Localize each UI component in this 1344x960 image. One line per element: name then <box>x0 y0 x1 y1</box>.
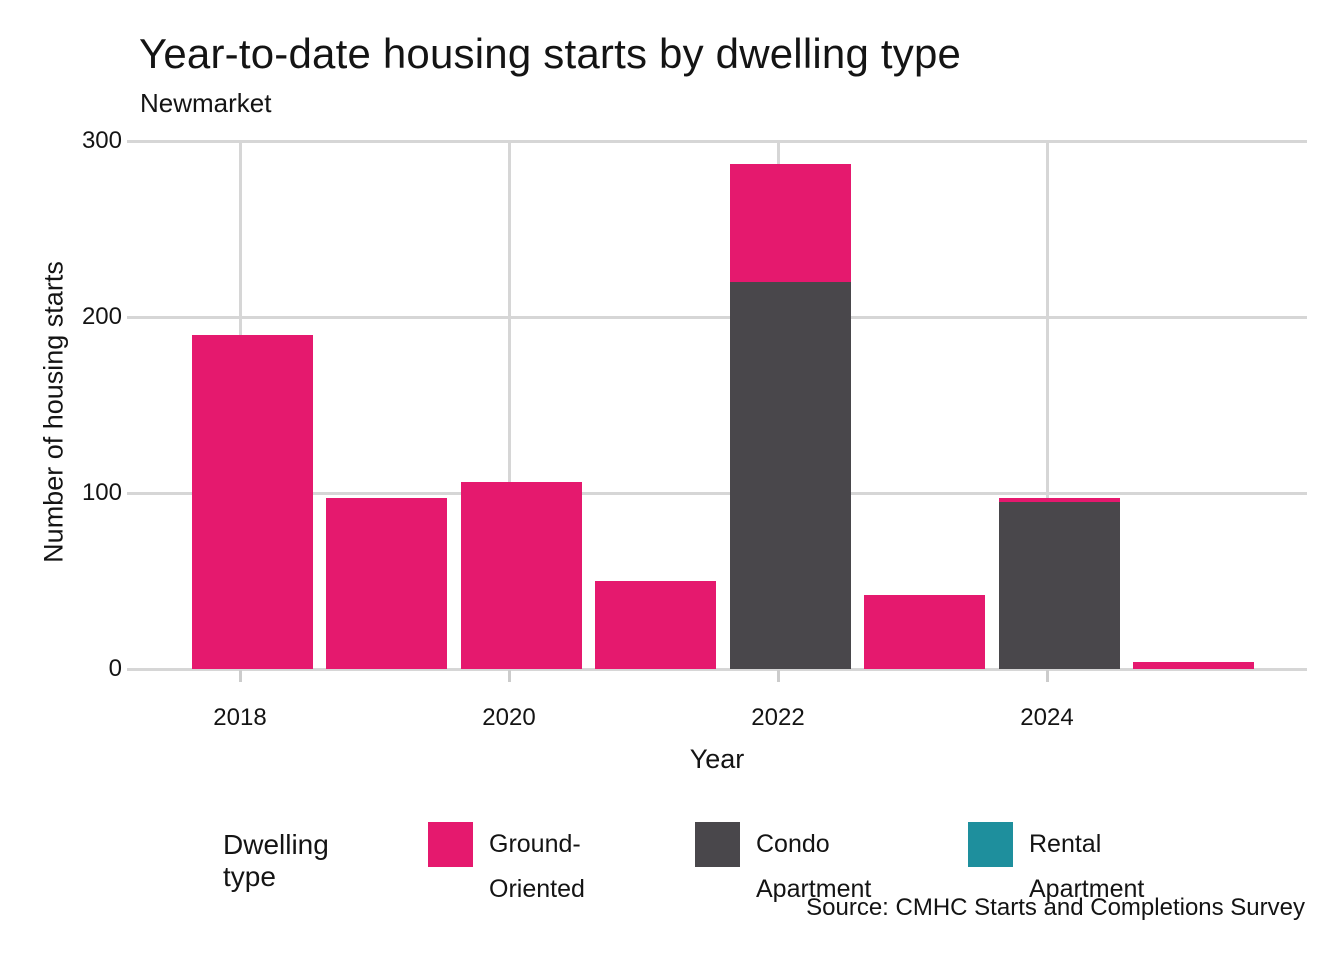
x-axis-tick-label: 2020 <box>482 704 536 731</box>
bar-2020-ground-oriented <box>460 482 582 669</box>
x-axis-tick-mark-2018 <box>238 670 242 682</box>
bar-2019-ground-oriented <box>326 498 447 669</box>
y-axis-tick-label: 300 <box>81 127 122 154</box>
chart-subtitle: Newmarket <box>140 88 272 118</box>
bar-2025-ground-oriented <box>1133 661 1254 669</box>
gridline-vertical-2020 <box>507 140 511 669</box>
legend-swatch-ground-oriented <box>428 822 473 867</box>
gridline-horizontal-100 <box>127 491 1307 495</box>
x-axis-tick-label: 2018 <box>213 704 267 731</box>
y-axis-tick-label: 0 <box>108 655 122 682</box>
gridline-vertical-2024 <box>1045 140 1049 669</box>
bar-2021-ground-oriented <box>595 581 716 669</box>
source-note: Source: CMHC Starts and Completions Surv… <box>806 894 1305 921</box>
y-axis-tick-label: 100 <box>81 479 122 506</box>
legend-swatch-condo-apartment <box>695 822 740 867</box>
x-axis-tick-mark-2022 <box>776 670 780 682</box>
bar-2024-ground-oriented <box>998 498 1120 502</box>
legend-label-condo-apartment: Condo Apartment <box>756 830 872 903</box>
x-axis-tick-label: 2024 <box>1020 704 1074 731</box>
gridline-horizontal-0 <box>127 667 1307 671</box>
bar-2023-ground-oriented <box>864 595 985 669</box>
x-axis-tick-mark-2024 <box>1045 670 1049 682</box>
bar-2022-condo-apartment <box>729 281 851 669</box>
bar-2024-condo-apartment <box>998 501 1120 669</box>
legend-label-rental-apartment: Rental Apartment <box>1029 830 1145 903</box>
bar-2018-ground-oriented <box>191 334 313 669</box>
legend-title: Dwelling type <box>223 829 329 892</box>
chart-title: Year-to-date housing starts by dwelling … <box>139 30 962 77</box>
y-axis-tick-label: 200 <box>81 303 122 330</box>
x-axis-tick-mark-2020 <box>507 670 511 682</box>
gridline-horizontal-300 <box>127 139 1307 143</box>
bar-2022-ground-oriented <box>729 163 851 282</box>
x-axis-tick-label: 2022 <box>751 704 805 731</box>
legend-label-ground-oriented: Ground-Oriented <box>489 830 585 903</box>
x-axis-title: Year <box>689 744 745 774</box>
legend-swatch-rental-apartment <box>968 822 1013 867</box>
gridline-horizontal-200 <box>127 315 1307 319</box>
